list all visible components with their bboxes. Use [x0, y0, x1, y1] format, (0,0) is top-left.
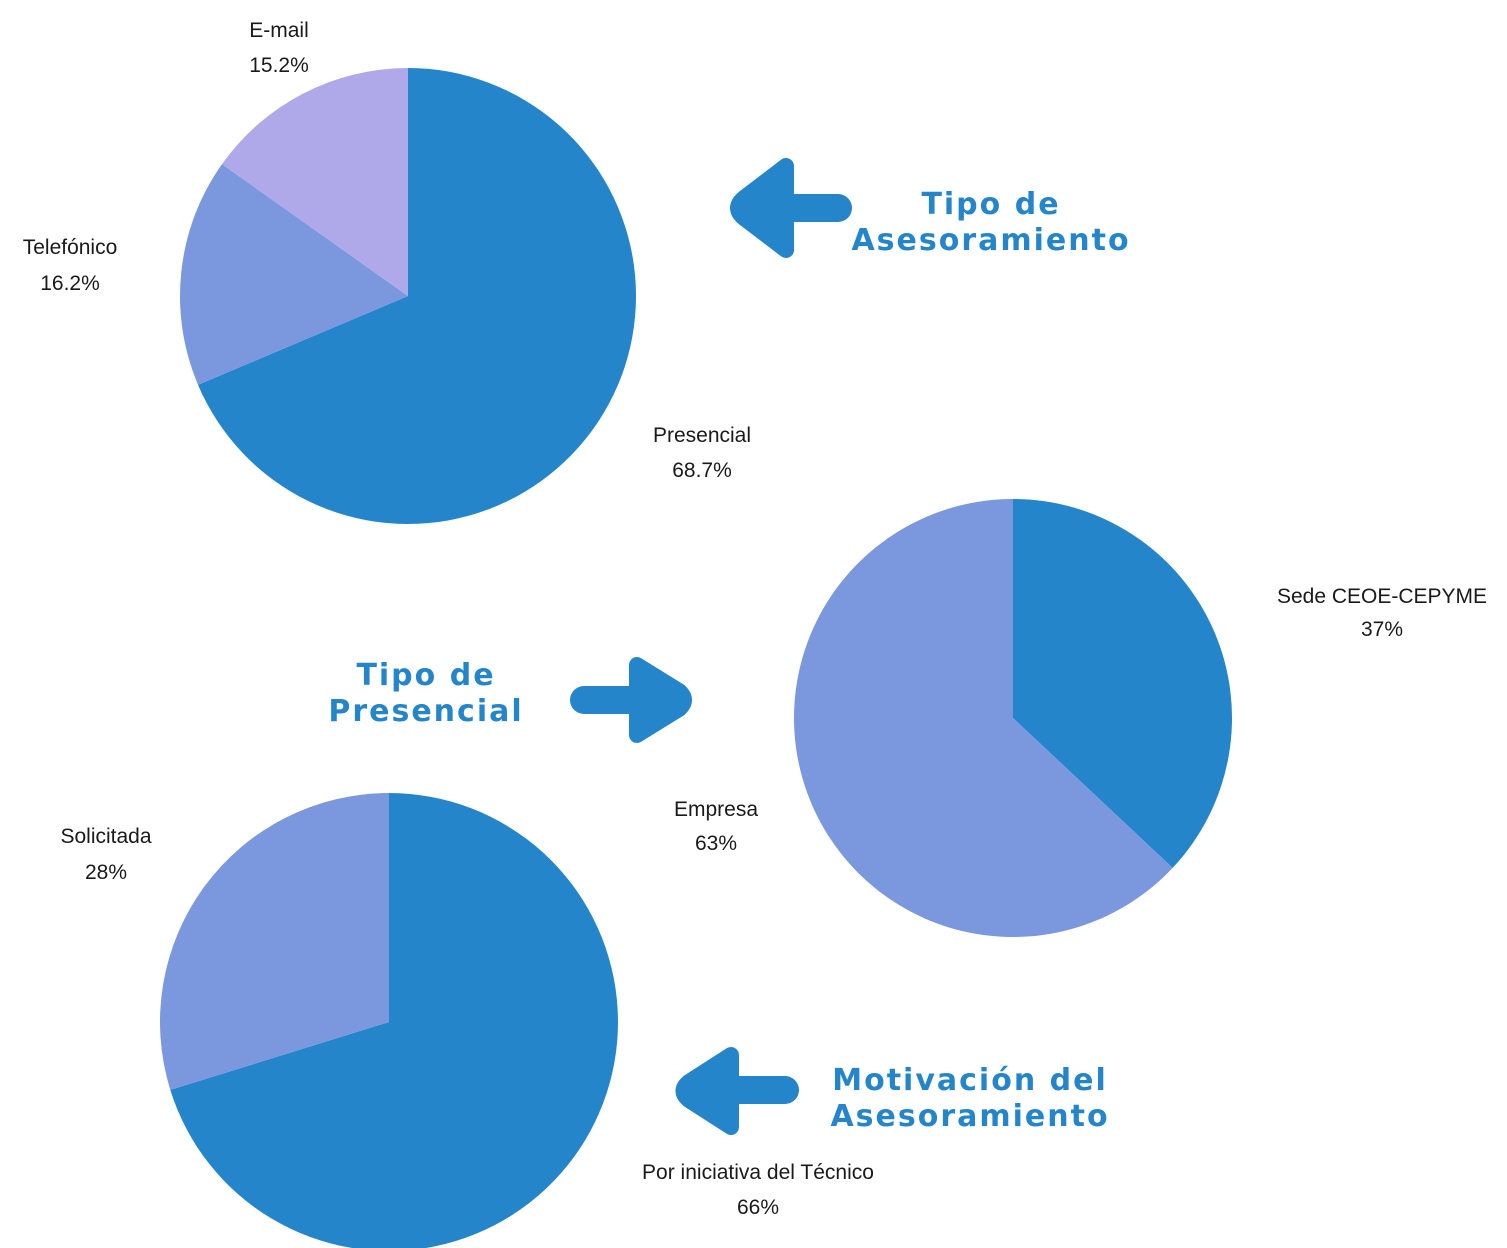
heading-tipo-presencial: Tipo de Presencial: [328, 658, 523, 729]
arrow-left-icon: [730, 158, 852, 258]
heading-motivacion-asesoramiento: Motivación del Asesoramiento: [830, 1063, 1109, 1134]
slice-label-empresa: Empresa: [674, 798, 758, 821]
slice-value-iniciativa: 66%: [737, 1196, 779, 1219]
heading-line-2: Presencial: [328, 694, 523, 729]
slice-value-sede: 37%: [1361, 618, 1403, 641]
pie-slice-sede-ceoe-cepyme: [1013, 499, 1232, 868]
heading-line-2: Asesoramiento: [851, 223, 1130, 258]
pie-slice-e-mail: [222, 68, 408, 296]
pie-tipo-presencial-labels: Sede CEOE-CEPYME 37% Empresa 63%: [674, 585, 1487, 855]
slice-label-telefonico: Telefónico: [23, 236, 118, 259]
slice-value-email: 15.2%: [249, 54, 309, 77]
heading-tipo-asesoramiento: Tipo de Asesoramiento: [851, 187, 1130, 258]
pie-chart-tipo-presencial: [794, 499, 1232, 937]
slice-label-iniciativa: Por iniciativa del Técnico: [642, 1161, 874, 1184]
arrow-right-icon: [570, 657, 692, 743]
slice-label-presencial: Presencial: [653, 424, 751, 447]
slice-value-empresa: 63%: [695, 832, 737, 855]
pie-slice-solicitada: [159, 793, 389, 1090]
pie-slice-telef-nico: [179, 164, 408, 385]
slice-value-telefonico: 16.2%: [40, 272, 100, 295]
slice-label-sede: Sede CEOE-CEPYME: [1277, 585, 1487, 608]
slice-label-email: E-mail: [249, 19, 309, 42]
heading-line-1: Tipo de: [921, 187, 1060, 222]
heading-line-2: Asesoramiento: [830, 1099, 1109, 1134]
heading-line-1: Motivación del: [832, 1063, 1107, 1098]
pie-slice-empresa: [794, 499, 1173, 937]
pie-motivacion-labels: Por iniciativa del Técnico 66% Solicitad…: [60, 825, 873, 1219]
slice-value-solicitada: 28%: [85, 861, 127, 884]
slice-value-presencial: 68.7%: [672, 459, 732, 482]
pie-chart-tipo-asesoramiento: [179, 68, 636, 524]
arrow-left-icon: [675, 1047, 799, 1135]
pie-tipo-asesoramiento-labels: Presencial 68.7% Telefónico 16.2% E-mail…: [23, 19, 751, 482]
slice-label-solicitada: Solicitada: [60, 825, 151, 848]
heading-line-1: Tipo de: [356, 658, 495, 693]
pie-slice-presencial: [198, 68, 636, 524]
pie-chart-motivacion-asesoramiento: [159, 793, 618, 1248]
pie-slice-por-iniciativa-del-t-cnico: [170, 793, 618, 1248]
